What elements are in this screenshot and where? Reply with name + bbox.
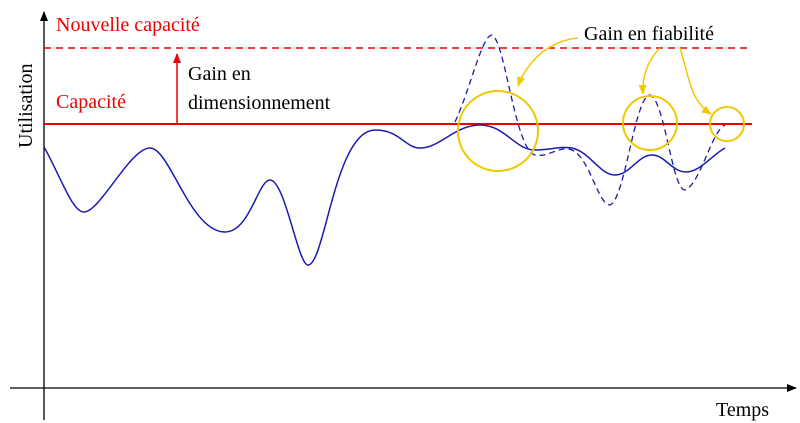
- utilisation-curve: [43, 124, 726, 266]
- reliability-arrow: [517, 37, 579, 87]
- x-axis-label: Temps: [716, 399, 769, 421]
- y-axis-label: Utilisation: [15, 64, 37, 148]
- capacity-label: Capacité: [56, 91, 126, 113]
- reliability-gain-label: Gain en fiabilité: [584, 23, 714, 45]
- improved-utilisation-curve: [454, 34, 726, 206]
- reliability-arrow: [638, 47, 661, 95]
- sizing-gain-label: Gain en: [188, 63, 251, 85]
- new-capacity-label: Nouvelle capacité: [56, 14, 200, 36]
- reliability-circle: [457, 90, 539, 172]
- reliability-arrow: [679, 47, 712, 115]
- reliability-circle: [709, 106, 745, 142]
- sizing-gain-label: dimensionnement: [188, 92, 331, 114]
- reliability-circle: [622, 95, 678, 151]
